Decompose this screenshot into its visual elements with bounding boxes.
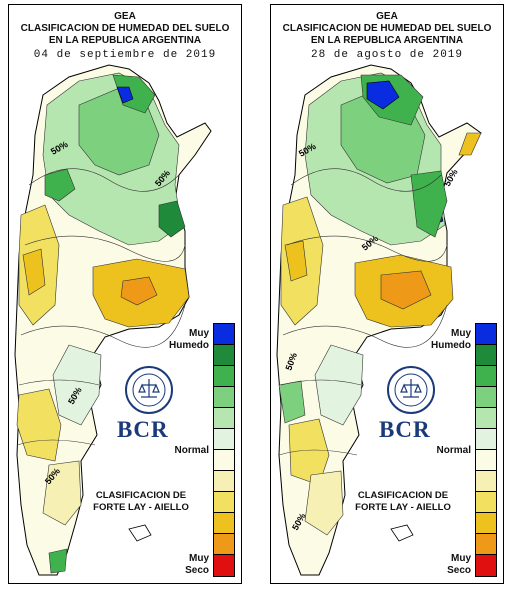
legend-label-normal: Normal [174, 445, 209, 456]
scale-swatch [214, 555, 234, 576]
header-subtitle-2: EN LA REPUBLICA ARGENTINA [310, 35, 464, 46]
contour-line [16, 439, 96, 446]
contour-line [18, 379, 100, 386]
zone-green-east [158, 200, 186, 238]
header-subtitle: CLASIFICACION DE HUMEDAD DEL SUELO [282, 23, 492, 34]
legend-label-normal: Normal [436, 445, 471, 456]
header-subtitle: CLASIFICACION DE HUMEDAD DEL SUELO [20, 23, 230, 34]
scale-swatch [214, 324, 234, 345]
scale-swatch [476, 408, 496, 429]
scale-swatch [214, 471, 234, 492]
bcr-logo-text: BCR [117, 417, 169, 442]
header-date: 04 de septiembre de 2019 [33, 49, 217, 61]
zone-green-center [44, 168, 76, 202]
zone-darkorange-center [380, 270, 432, 310]
scale-swatch [476, 450, 496, 471]
scale-swatch [214, 429, 234, 450]
scale-swatch [476, 324, 496, 345]
classification-method: FORTE LAY - AIELLO [355, 502, 451, 513]
argentina-soil-moisture-map: 50% 50% 50% 50% 50% [276, 64, 482, 576]
scale-swatch [476, 471, 496, 492]
scale-swatch [476, 534, 496, 555]
header-title: GEA [376, 11, 398, 22]
legend-label-muy-bottom: Muy [189, 553, 209, 564]
bcr-seal-icon [387, 366, 435, 414]
legend-label-muy: Muy [189, 328, 209, 339]
classification-method: FORTE LAY - AIELLO [93, 502, 189, 513]
bcr-seal-icon [125, 366, 173, 414]
zone-lightgreen-south [52, 344, 102, 426]
scale-swatch [214, 450, 234, 471]
argentina-soil-moisture-map: 50% 50% 50% 50% [14, 64, 212, 576]
legend-label-humedo: Humedo [431, 340, 471, 351]
scale-swatch [476, 492, 496, 513]
zone-yellow-south [288, 418, 330, 486]
header-title: GEA [114, 11, 136, 22]
contour-line [282, 304, 448, 348]
zone-veryhumid-north [366, 80, 400, 110]
zone-green-east [410, 170, 448, 238]
legend-label-humedo: Humedo [169, 340, 209, 351]
scale-swatch [214, 345, 234, 366]
contour-line [280, 379, 362, 386]
scale-swatch [476, 345, 496, 366]
scale-swatch [214, 366, 234, 387]
zone-lightgreen-south [314, 344, 364, 426]
contour-line [286, 235, 448, 262]
legend-label-seco: Seco [185, 565, 209, 576]
moisture-color-scale [213, 323, 235, 577]
map-panel-right: GEA CLASIFICACION DE HUMEDAD DEL SUELO E… [270, 4, 504, 584]
scale-swatch [214, 534, 234, 555]
scale-swatch [476, 366, 496, 387]
contour-line [278, 449, 358, 456]
malvinas-islands [390, 524, 414, 542]
scale-swatch [476, 387, 496, 408]
scale-swatch [214, 513, 234, 534]
header-subtitle-2: EN LA REPUBLICA ARGENTINA [48, 35, 202, 46]
classification-label: CLASIFICACION DE [95, 490, 187, 501]
malvinas-islands [128, 524, 152, 542]
classification-label: CLASIFICACION DE [357, 490, 449, 501]
zone-darkorange-center [120, 276, 158, 306]
zone-orange-west [284, 240, 308, 282]
map-panel-left: GEA CLASIFICACION DE HUMEDAD DEL SUELO E… [8, 4, 242, 584]
moisture-color-scale [475, 323, 497, 577]
scale-swatch [214, 492, 234, 513]
zone-orange-northeast [458, 132, 482, 156]
scale-swatch [476, 513, 496, 534]
contour-line [24, 235, 186, 262]
zone-green-southtip [48, 548, 68, 574]
legend-label-muy-bottom: Muy [451, 553, 471, 564]
legend-label-muy: Muy [451, 328, 471, 339]
zone-veryhumid [116, 86, 134, 104]
scale-swatch [476, 555, 496, 576]
scale-swatch [476, 429, 496, 450]
scale-swatch [214, 408, 234, 429]
scale-swatch [214, 387, 234, 408]
zone-orange-west [22, 248, 46, 296]
legend-label-seco: Seco [447, 565, 471, 576]
zone-darkgreen [112, 74, 156, 114]
zone-yellow-south [16, 388, 62, 462]
contour-line [20, 304, 186, 348]
bcr-logo-text: BCR [379, 417, 431, 442]
header-date: 28 de agosto de 2019 [310, 49, 464, 61]
zone-lightyellow-south [304, 470, 344, 536]
contour-line [28, 168, 180, 192]
zone-lightyellow-south [42, 460, 82, 526]
contour-line [290, 168, 442, 192]
